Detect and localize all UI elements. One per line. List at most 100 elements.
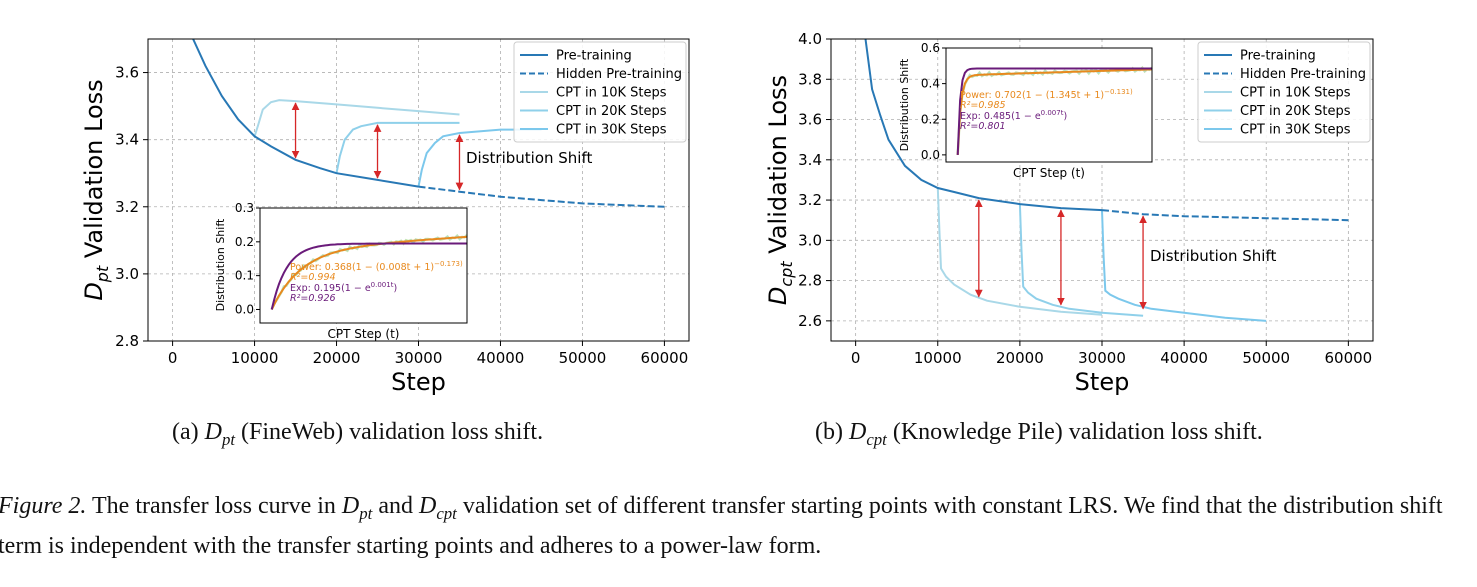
figure-caption-math-2: D [418,493,437,519]
x-tick-label: 20000 [313,349,361,367]
subcaption-b: (b) Dcpt (Knowledge Pile) validation los… [815,419,1263,450]
inset-exp-label-exp: 0.001t [371,281,394,289]
legend-label: CPT in 10K Steps [1240,86,1351,101]
inset-exp-fit [956,67,1152,155]
inset-power-label-exp: −0.131) [1104,88,1133,96]
inset-y-tick-label: 0.3 [235,201,254,215]
series-line-hidden-pretraining [418,185,665,208]
x-tick-label: 50000 [1242,349,1290,367]
figure-caption-math-1: D [341,493,360,519]
inset-chart: 0.0 0.2 0.4 0.6 CPT Step (t) Distribution Shi… [898,41,1153,180]
y-axis-label-math: D [764,287,792,305]
inset-y-axis-label: Distribution Shift [214,218,227,311]
inset-x-axis-label: CPT Step (t) [1013,166,1085,180]
series-line-cpt-20k [1018,204,1144,317]
inset-exp-label: Exp: 0.195(1 − e0.001t) [290,281,397,294]
inset-exp-label-base: Exp: 0.195(1 − e [290,283,371,294]
y-tick-label: 3.6 [115,64,139,82]
inset-y-tick-label: 0.4 [921,77,940,91]
series-line-cpt-30k [417,128,542,187]
x-tick-label: 20000 [996,349,1044,367]
inset-power-label-base: Power: 0.368(1 − (0.008t + 1) [290,262,434,273]
x-tick-label: 50000 [559,349,607,367]
x-tick-label: 40000 [1160,349,1208,367]
inset-power-label-base: Power: 0.702(1 − (1.345t + 1) [960,90,1104,101]
legend: Pre-training Hidden Pre-training CPT in 10… [513,41,687,143]
series-line-hidden-pretraining [1101,209,1349,222]
x-tick-label: 30000 [395,349,443,367]
legend-label: Pre-training [1240,49,1316,64]
y-axis-label: Dcpt Validation Loss [764,75,796,305]
figure-caption-text-1: The transfer loss curve in [86,493,342,519]
x-tick-label: 10000 [231,349,279,367]
x-axis-label: Step [1075,368,1130,396]
legend-label: Pre-training [556,49,632,64]
inset-frame [259,207,468,324]
x-tick-label: 60000 [641,349,689,367]
series-line-cpt-20k [335,121,460,174]
inset-exp-label-base: Exp: 0.485(1 − e [960,111,1041,122]
subcaption-a-text: (FineWeb) validation loss shift. [235,419,544,445]
y-tick-label: 4.0 [798,30,822,48]
chart-panel-a: 0 10000 20000 30000 40000 50000 60000 2.8 3.0 3.2… [80,38,690,396]
inset-frame [945,47,1153,163]
legend-label: CPT in 20K Steps [1240,104,1351,119]
subcaption-b-math: D [848,419,867,445]
inset-exp-fit [270,242,467,310]
inset-exp-r2: R²=0.926 [290,293,336,304]
y-axis-label-text: Validation Loss [80,79,108,265]
inset-power-label-exp: −0.173) [434,260,463,268]
y-axis-label-text: Validation Loss [764,75,792,261]
y-tick-label: 2.6 [798,312,822,330]
subcaption-a: (a) Dpt (FineWeb) validation loss shift. [172,419,543,450]
y-tick-label: 3.2 [798,191,822,209]
chart-panel-b: 0 10000 20000 30000 40000 50000 60000 2.6 2.8 3.0… [764,30,1374,396]
series-line-pretraining [192,39,419,188]
legend-label: Hidden Pre-training [1240,67,1366,82]
x-tick-label: 0 [851,349,861,367]
inset-y-axis-label: Distribution Shift [898,58,911,151]
inset-frame-bg [259,207,468,324]
inset-exp-label-close: ) [1063,111,1067,122]
inset-power-fit [270,235,468,310]
inset-power-r2: R²=0.985 [960,100,1006,111]
subcaption-b-label: (b) [815,419,849,445]
figure-caption-text-2: and [372,493,419,519]
series-group [864,39,1349,322]
inset-y-tick-label: 0.1 [235,269,254,283]
subcaption-b-text: (Knowledge Pile) validation loss shift. [886,419,1263,445]
x-tick-label: 0 [168,349,178,367]
inset-x-axis-label: CPT Step (t) [328,327,400,341]
inset-exp-r2: R²=0.801 [960,121,1006,132]
legend-label: Hidden Pre-training [556,67,682,82]
x-tick-label: 10000 [914,349,962,367]
inset-y-tick-label: 0.2 [921,112,940,126]
series-line-pretraining [864,39,1103,212]
series-line-cpt-10k [253,99,460,137]
subcaption-b-math-sub: cpt [866,429,887,449]
series-line-cpt-10k [936,187,1103,316]
y-axis-label-math-sub: cpt [777,261,796,287]
inset-power-r2: R²=0.994 [290,272,336,283]
inset-y-tick-label: 0.0 [235,302,254,316]
inset-exp-label: Exp: 0.485(1 − e0.007t) [960,109,1067,122]
figure-caption: Figure 2. The transfer loss curve in Dpt… [0,490,1477,563]
y-tick-label: 3.8 [798,70,822,88]
annotation-distribution-shift: Distribution Shift [466,149,592,167]
figure-caption-math-1-sub: pt [359,503,373,523]
subcaption-a-math: D [204,419,222,445]
figure-caption-label: Figure 2. [0,493,87,519]
inset-y-tick-label: 0.0 [921,148,940,162]
legend-box [1197,41,1371,143]
legend-label: CPT in 10K Steps [556,86,667,101]
figure-caption-text-3: validation set of different transfer sta… [0,493,1443,559]
inset-exp-label-exp: 0.007t [1041,109,1064,117]
y-tick-label: 3.6 [798,111,822,129]
legend-box [513,41,687,143]
legend-label: CPT in 30K Steps [1240,123,1351,138]
inset-y-tick-label: 0.2 [235,235,254,249]
y-tick-label: 3.0 [798,231,822,249]
y-axis-label-math-sub: pt [93,265,112,283]
legend-label: CPT in 30K Steps [556,123,667,138]
